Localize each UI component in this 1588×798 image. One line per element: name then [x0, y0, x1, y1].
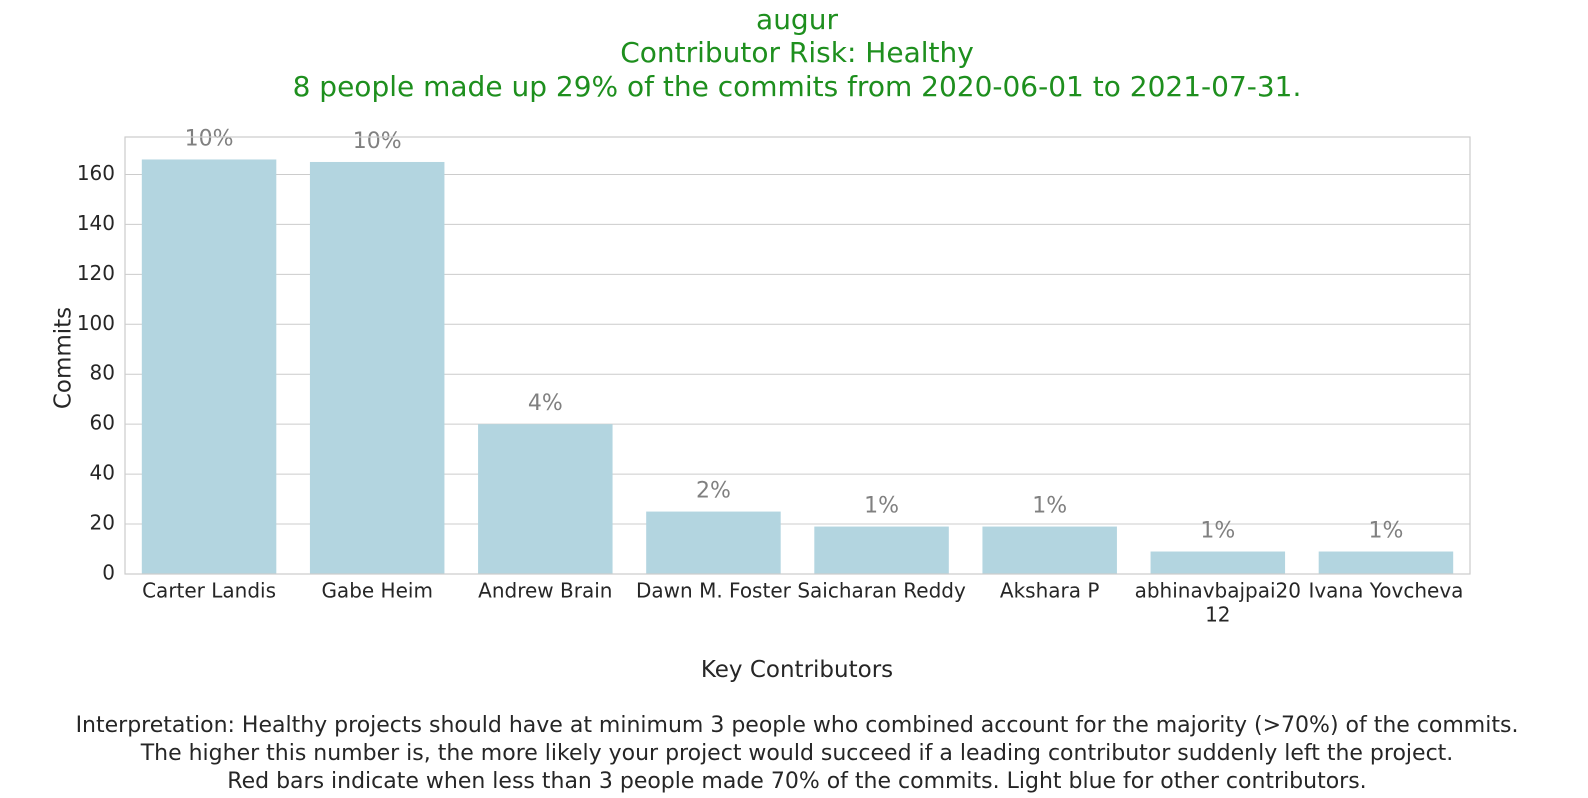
bar	[982, 526, 1117, 574]
bar-data-label: 1%	[864, 494, 899, 519]
interpretation-line-3: Red bars indicate when less than 3 peopl…	[227, 769, 1366, 794]
bar	[1318, 551, 1454, 574]
bar	[1150, 551, 1286, 574]
bar-data-label: 1%	[1032, 494, 1067, 519]
title-line-3: 8 people made up 29% of the commits from…	[293, 70, 1302, 103]
bar-data-label: 10%	[353, 129, 402, 154]
x-tick-label: 12	[1205, 603, 1230, 627]
bar-data-label: 10%	[185, 126, 234, 151]
title-line-1: augur	[756, 3, 838, 36]
y-tick-label: 140	[77, 211, 115, 235]
x-tick-label: Saicharan Reddy	[797, 579, 966, 603]
x-tick-label: Carter Landis	[142, 579, 276, 603]
y-tick-label: 60	[90, 411, 115, 435]
title-line-2: Contributor Risk: Healthy	[620, 36, 974, 69]
y-tick-label: 120	[77, 261, 115, 285]
x-tick-label: Ivana Yovcheva	[1308, 579, 1463, 603]
bar	[478, 424, 613, 574]
interpretation-line-1: Interpretation: Healthy projects should …	[76, 713, 1519, 738]
y-tick-label: 100	[77, 311, 115, 335]
bar-data-label: 2%	[696, 479, 731, 504]
bar-data-label: 4%	[528, 391, 563, 416]
plot-frame	[124, 136, 1471, 575]
x-axis-label: Key Contributors	[701, 657, 893, 683]
bar	[309, 161, 445, 574]
x-tick-label: Andrew Brain	[478, 579, 612, 603]
x-tick-label: abhinavbajpai20	[1135, 579, 1301, 603]
bar	[814, 526, 949, 574]
y-tick-label: 80	[90, 361, 115, 385]
bar-data-label: 1%	[1368, 519, 1403, 544]
y-tick-label: 0	[102, 561, 115, 585]
x-tick-label: Akshara P	[1000, 579, 1100, 603]
x-tick-labels: Carter Landis Gabe Heim Andrew Brain Dawn M…	[142, 579, 1463, 627]
y-tick-label: 40	[90, 461, 115, 485]
bar	[141, 159, 277, 574]
y-tick-labels: 0 20 40 60 80 100 120 140 160	[77, 161, 115, 585]
x-tick-label: Gabe Heim	[321, 579, 433, 603]
interpretation-note: Interpretation: Healthy projects should …	[76, 713, 1519, 794]
bar-data-label: 1%	[1200, 519, 1235, 544]
bar	[646, 511, 781, 574]
x-tick-label: Dawn M. Foster	[636, 579, 792, 603]
bar-data-labels: 10% 10% 4% 2% 1% 1% 1% 1%	[185, 126, 1404, 543]
y-tick-label: 160	[77, 161, 115, 185]
bars	[141, 159, 1454, 574]
y-axis-label: Commits	[51, 307, 77, 409]
y-tick-label: 20	[90, 511, 115, 535]
interpretation-line-2: The higher this number is, the more like…	[140, 741, 1454, 766]
